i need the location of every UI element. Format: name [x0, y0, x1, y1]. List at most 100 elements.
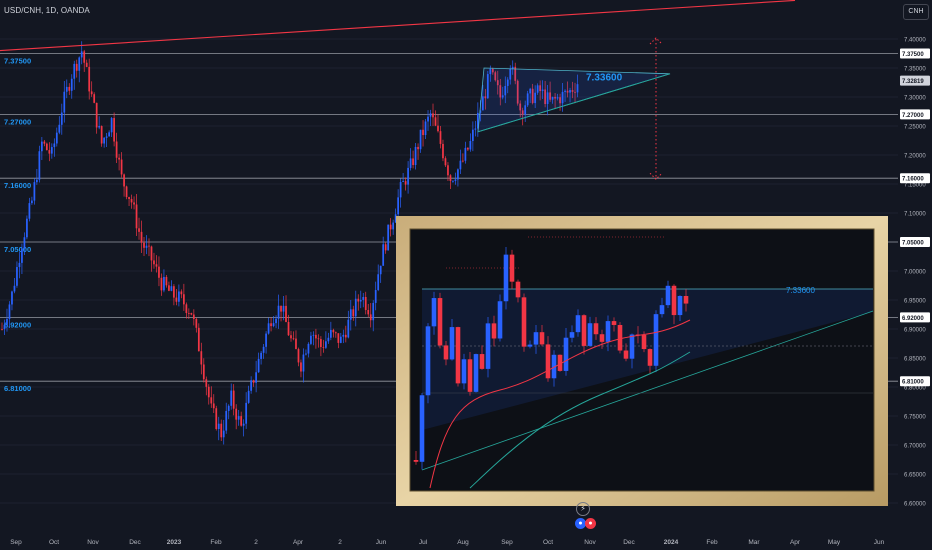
- red-trendline[interactable]: [0, 0, 796, 52]
- inset-candle-body: [485, 323, 491, 369]
- time-tick-label: Nov: [87, 539, 99, 546]
- candle-body: [43, 141, 46, 144]
- candle-body: [564, 90, 566, 92]
- candle-body: [160, 277, 163, 291]
- price-axis: 7.40000 7.35000 7.30000 7.25000 7.20000 7.150…: [898, 0, 932, 550]
- candle-body: [245, 402, 248, 424]
- candle-body: [422, 129, 424, 136]
- candle-body: [310, 335, 312, 344]
- candle-body: [1, 329, 3, 330]
- inset-candle-body: [593, 323, 599, 335]
- level-label: 7.05000: [4, 245, 31, 254]
- inset-candle-body: [443, 345, 449, 360]
- candle-body: [471, 129, 474, 142]
- time-tick-label: Nov: [584, 539, 596, 546]
- us-flag-icon[interactable]: ●: [575, 518, 586, 529]
- candle-body: [481, 96, 484, 111]
- candle-body: [454, 179, 457, 181]
- candle-body: [519, 103, 522, 111]
- candle-body: [165, 276, 168, 286]
- candle-body: [93, 94, 96, 103]
- time-tick-label: Apr: [293, 539, 304, 546]
- inset-candle-body: [671, 285, 677, 316]
- price-tick-label: 7.10000: [904, 212, 926, 218]
- time-tick-label: Jun: [874, 539, 885, 546]
- candles: [1, 41, 579, 445]
- symbol-title[interactable]: USD/CNH, 1D, OANDA: [4, 6, 90, 15]
- candle-body: [499, 85, 502, 98]
- cn-flag-icon[interactable]: ●: [585, 518, 596, 529]
- candle-body: [334, 332, 337, 334]
- inset-candle-body: [515, 281, 521, 298]
- inset-candle-body: [431, 298, 437, 327]
- candle-body: [120, 159, 123, 175]
- inset-candle-body: [653, 314, 659, 366]
- candle-body: [257, 358, 260, 373]
- candle-body: [26, 218, 28, 238]
- candle-body: [192, 314, 195, 319]
- candle-body: [207, 386, 210, 398]
- candle-body: [115, 141, 118, 158]
- candle-body: [536, 85, 539, 93]
- time-tick-label: Dec: [623, 539, 635, 546]
- candle-body: [88, 66, 91, 92]
- candle-body: [90, 91, 93, 95]
- candle-body: [272, 323, 275, 327]
- candle-body: [290, 335, 292, 339]
- event-icons[interactable]: ● ●: [574, 518, 598, 532]
- candle-body: [315, 334, 317, 339]
- candle-body: [469, 141, 472, 150]
- inset-candle-body: [491, 323, 497, 339]
- candle-body: [387, 224, 390, 251]
- candle-body: [504, 85, 507, 96]
- current-price-label: 7.32819: [902, 79, 924, 85]
- candle-body: [83, 51, 86, 63]
- candle-body: [235, 408, 238, 420]
- candle-body: [232, 390, 235, 409]
- candle-body: [98, 126, 101, 128]
- candle-body: [143, 242, 145, 248]
- candle-body: [53, 143, 56, 148]
- candle-body: [514, 66, 517, 81]
- level-axis-label: 7.37500: [902, 52, 924, 58]
- candle-body: [250, 380, 253, 391]
- candle-body: [3, 324, 6, 330]
- projection-arrow-up: [649, 37, 663, 45]
- drawing-overlays[interactable]: 7.33600: [0, 0, 796, 180]
- candle-body: [329, 329, 332, 338]
- candle-body: [414, 146, 417, 165]
- inset-candle-body: [437, 298, 443, 346]
- candle-body: [474, 128, 477, 130]
- inset-ma-green: [469, 351, 691, 489]
- candle-body: [516, 80, 519, 104]
- candle-body: [150, 246, 153, 261]
- inset-triangle-zone: [422, 289, 873, 430]
- lightning-icon[interactable]: ⚡: [576, 502, 590, 516]
- candle-body: [55, 132, 58, 144]
- price-tick-label: 6.65000: [904, 473, 926, 479]
- inset-candle-body: [497, 301, 503, 339]
- candle-body: [464, 147, 467, 161]
- candle-body: [359, 299, 362, 302]
- time-tick-label: 2023: [167, 539, 182, 546]
- candle-body: [546, 92, 549, 104]
- level-axis-badge: [900, 109, 930, 120]
- candle-body: [407, 167, 409, 185]
- candle-body: [354, 298, 357, 317]
- candle-body: [40, 141, 43, 152]
- candle-body: [327, 337, 330, 342]
- candle-body: [227, 405, 230, 411]
- candle-body: [75, 63, 78, 71]
- currency-button[interactable]: CNH: [903, 4, 929, 20]
- candle-body: [462, 160, 464, 162]
- candle-body: [452, 180, 454, 182]
- candle-body: [178, 291, 180, 302]
- candle-body: [357, 298, 360, 302]
- candle-body: [73, 63, 76, 79]
- triangle-support[interactable]: [477, 73, 671, 133]
- time-tick-label: Feb: [210, 539, 222, 546]
- candle-body: [549, 92, 551, 100]
- candle-body: [509, 68, 512, 80]
- candle-body: [300, 362, 302, 372]
